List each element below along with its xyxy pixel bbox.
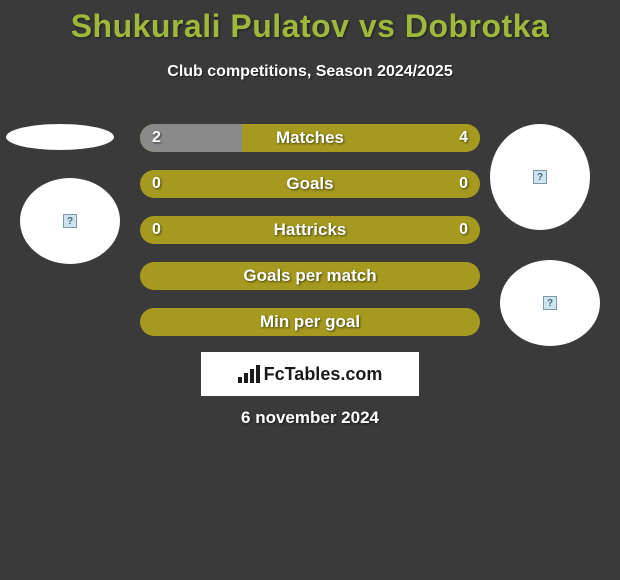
- image-placeholder-icon: [543, 296, 557, 310]
- logo-text: FcTables.com: [238, 364, 383, 385]
- bar-value-right: 4: [459, 124, 468, 152]
- player-left-badge-ellipse: [6, 124, 114, 150]
- date-label: 6 november 2024: [0, 408, 620, 428]
- bar-label: Min per goal: [140, 308, 480, 336]
- fctables-logo: FcTables.com: [201, 352, 419, 396]
- page-title: Shukurali Pulatov vs Dobrotka: [0, 0, 620, 45]
- bar-label: Goals per match: [140, 262, 480, 290]
- image-placeholder-icon: [533, 170, 547, 184]
- bar-label: Matches: [140, 124, 480, 152]
- image-placeholder-icon: [63, 214, 77, 228]
- bar-value-right: 0: [459, 170, 468, 198]
- player-right-badge-circle: [500, 260, 600, 346]
- bar-label: Goals: [140, 170, 480, 198]
- bar-chart-icon: [238, 365, 260, 383]
- bar-value-left: 0: [152, 170, 161, 198]
- comparison-bars: Matches24Goals00Hattricks00Goals per mat…: [140, 124, 480, 354]
- stat-bar: Min per goal: [140, 308, 480, 336]
- stat-bar: Goals per match: [140, 262, 480, 290]
- bar-value-left: 0: [152, 216, 161, 244]
- stat-bar: Matches2 4: [140, 124, 480, 152]
- bar-value-right: 0: [459, 216, 468, 244]
- bar-value-left: 2: [152, 124, 161, 152]
- player-left-avatar: [20, 178, 120, 264]
- stat-bar: Goals0 0: [140, 170, 480, 198]
- page-subtitle: Club competitions, Season 2024/2025: [0, 63, 620, 81]
- stat-bar: Hattricks0 0: [140, 216, 480, 244]
- logo-label: FcTables.com: [264, 364, 383, 385]
- bar-label: Hattricks: [140, 216, 480, 244]
- player-right-avatar: [490, 124, 590, 230]
